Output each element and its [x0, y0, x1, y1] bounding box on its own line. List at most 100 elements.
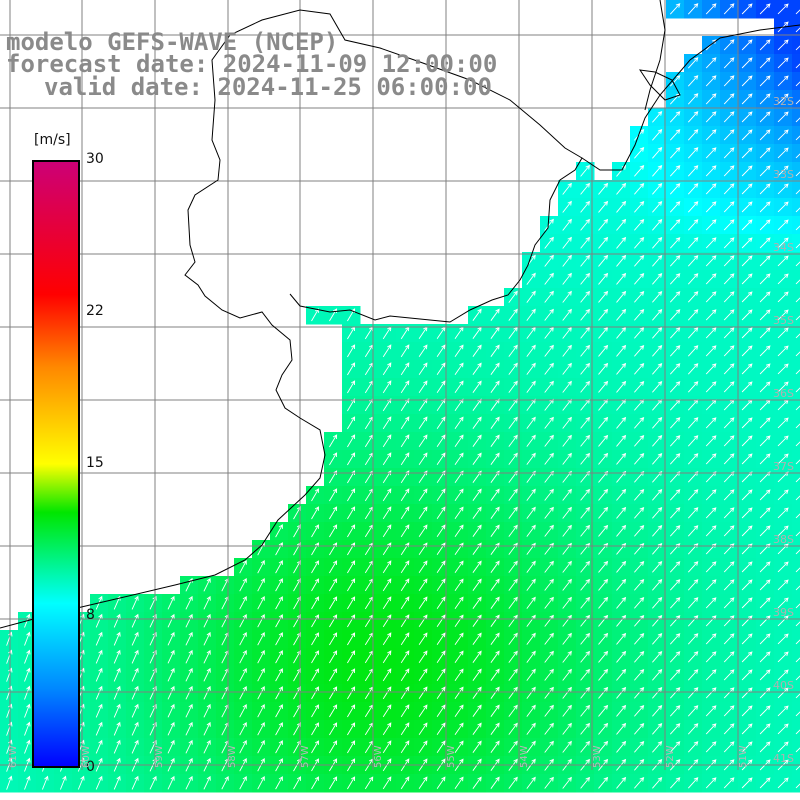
- wind-arrow: [669, 111, 681, 123]
- wind-arrow: [311, 488, 319, 502]
- wind-speed-cell: [792, 36, 800, 55]
- wind-arrow: [544, 578, 554, 591]
- wind-arrow: [454, 668, 464, 681]
- wind-arrow: [544, 218, 554, 231]
- wind-arrow: [580, 776, 590, 789]
- wind-arrow: [562, 506, 572, 519]
- wind-arrow: [562, 290, 572, 303]
- wind-arrow: [652, 182, 663, 195]
- wind-arrow: [795, 99, 800, 105]
- wind-arrow: [275, 650, 283, 664]
- wind-arrow: [329, 632, 338, 646]
- wind-arrow: [669, 705, 681, 717]
- wind-arrow: [795, 729, 800, 735]
- wind-speed-cell: [792, 18, 800, 37]
- wind-speed-cell: [792, 720, 800, 739]
- wind-arrow: [418, 722, 428, 736]
- wind-arrow: [347, 524, 356, 538]
- wind-arrow: [526, 398, 536, 411]
- wind-arrow: [113, 613, 121, 628]
- wind-arrow: [634, 668, 645, 681]
- wind-arrow: [580, 506, 590, 519]
- wind-arrow: [687, 417, 699, 429]
- wind-arrow: [382, 416, 392, 430]
- wind-arrow: [347, 362, 356, 376]
- wind-arrow: [329, 650, 338, 664]
- wind-arrow: [472, 596, 482, 609]
- wind-arrow: [741, 75, 753, 87]
- wind-arrow: [669, 165, 681, 177]
- wind-speed-cell: [792, 54, 800, 73]
- wind-arrow: [669, 381, 681, 393]
- wind-arrow: [436, 434, 446, 448]
- wind-arrow: [723, 57, 735, 69]
- wind-arrow: [705, 93, 717, 105]
- wind-arrow: [723, 435, 735, 447]
- wind-arrow: [777, 579, 789, 591]
- wind-arrow: [598, 506, 609, 519]
- wind-arrow: [400, 524, 410, 538]
- wind-arrow: [382, 578, 392, 592]
- wind-arrow: [580, 272, 590, 285]
- wind-arrow: [652, 506, 663, 519]
- wind-arrow: [777, 165, 789, 177]
- wind-arrow: [544, 686, 554, 699]
- wind-arrow: [454, 524, 464, 537]
- wind-arrow: [167, 739, 175, 754]
- wind-arrow: [562, 272, 572, 285]
- wind-arrow: [239, 685, 247, 700]
- wind-arrow: [490, 614, 500, 627]
- wind-arrow: [239, 595, 247, 610]
- wind-arrow: [795, 279, 800, 285]
- wind-arrow: [490, 524, 500, 537]
- wind-arrow: [669, 507, 681, 519]
- wind-arrow: [687, 363, 699, 375]
- wind-arrow: [598, 344, 609, 357]
- wind-arrow: [795, 297, 800, 303]
- wind-arrow: [723, 309, 735, 321]
- wind-arrow: [723, 705, 735, 717]
- wind-arrow: [454, 686, 464, 699]
- wind-arrow: [598, 740, 609, 753]
- coastline: [0, 9, 583, 629]
- wind-speed-cell: [792, 378, 800, 397]
- wind-arrow: [777, 183, 789, 195]
- wind-arrow: [400, 776, 410, 790]
- wind-arrow: [777, 255, 789, 267]
- wind-arrow: [669, 273, 681, 285]
- latitude-label: 35S: [773, 314, 794, 327]
- wind-arrow: [131, 721, 139, 736]
- wind-arrow: [616, 668, 627, 681]
- wind-arrow: [382, 488, 392, 502]
- wind-arrow: [544, 704, 554, 717]
- wind-arrow: [580, 326, 590, 339]
- wind-arrow: [616, 506, 627, 519]
- wind-arrow: [454, 506, 464, 519]
- wind-arrow: [759, 93, 771, 105]
- wind-arrow: [508, 614, 518, 627]
- wind-arrow: [634, 344, 645, 357]
- wind-arrow: [400, 668, 410, 682]
- wind-arrow: [598, 290, 609, 303]
- wind-arrow: [759, 777, 771, 789]
- wind-arrow: [562, 416, 572, 429]
- wind-speed-cell: [792, 738, 800, 757]
- longitude-label: 53W: [592, 745, 603, 768]
- wind-arrow: [634, 146, 645, 159]
- wind-arrow: [347, 614, 356, 628]
- wind-arrow: [687, 273, 699, 285]
- wind-arrow: [436, 686, 446, 700]
- wind-arrow: [652, 200, 663, 213]
- wind-arrow: [616, 182, 627, 195]
- wind-arrow: [723, 633, 735, 645]
- wind-arrow: [777, 147, 789, 159]
- wind-arrow: [347, 704, 356, 718]
- wind-speed-cell: [792, 612, 800, 631]
- wind-arrow: [24, 685, 31, 700]
- wind-arrow: [705, 435, 717, 447]
- wind-arrow: [741, 687, 753, 699]
- wind-speed-cell: [792, 180, 800, 199]
- wind-arrow: [687, 345, 699, 357]
- wind-arrow: [239, 775, 247, 790]
